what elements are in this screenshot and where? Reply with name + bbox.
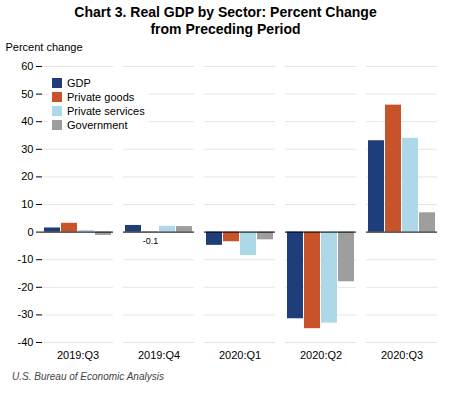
svg-text:40: 40 (21, 115, 33, 127)
svg-text:50: 50 (21, 88, 33, 100)
html-text:U.S. Bureau of Economic Analys: U.S. Bureau of Economic Analysis (12, 371, 164, 382)
svg-text:0: 0 (27, 226, 33, 238)
svg-text:-40: -40 (18, 336, 34, 348)
svg-text:20: 20 (21, 170, 33, 182)
svg-text:10: 10 (21, 198, 33, 210)
svg-text:-10: -10 (18, 253, 34, 265)
svg-text:2020:Q3: 2020:Q3 (381, 349, 423, 361)
svg-text:Percent change: Percent change (6, 41, 83, 53)
svg-text:2020:Q1: 2020:Q1 (219, 349, 261, 361)
svg-text:-0.1: -0.1 (143, 236, 159, 246)
html-text:Government: Government (67, 119, 128, 131)
svg-text:60: 60 (21, 60, 33, 72)
svg-text:30: 30 (21, 143, 33, 155)
html-text:GDP: GDP (67, 77, 91, 89)
html-text:Private goods: Private goods (67, 91, 135, 103)
svg-text:-30: -30 (18, 308, 34, 320)
svg-text:2019:Q4: 2019:Q4 (138, 349, 180, 361)
html-text:Chart 3. Real GDP by Sector: P: Chart 3. Real GDP by Sector: Percent Cha… (74, 4, 377, 20)
svg-text:2020:Q2: 2020:Q2 (300, 349, 342, 361)
svg-text:-20: -20 (18, 281, 34, 293)
html-text:Private services: Private services (67, 105, 145, 117)
html-text:from Preceding Period: from Preceding Period (150, 21, 301, 37)
svg-text:2019:Q3: 2019:Q3 (57, 349, 99, 361)
